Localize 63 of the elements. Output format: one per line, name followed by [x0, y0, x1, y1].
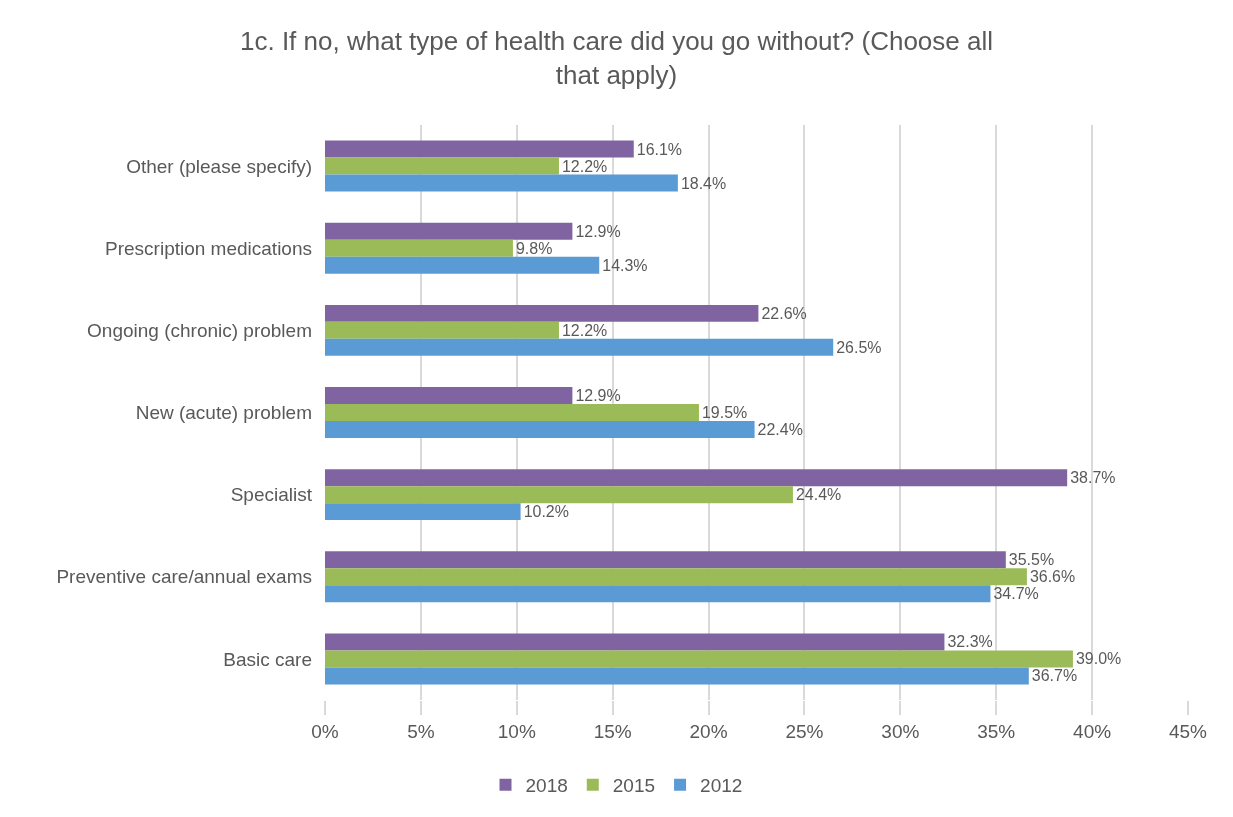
data-label: 38.7% — [1070, 469, 1116, 487]
data-label: 22.6% — [761, 304, 807, 322]
bar — [325, 174, 678, 192]
x-tick-label: 5% — [407, 720, 435, 742]
data-label: 34.7% — [993, 585, 1039, 603]
data-label: 12.9% — [575, 387, 621, 405]
bar — [325, 568, 1027, 586]
data-label: 26.5% — [836, 338, 882, 356]
y-tick-label: Ongoing (chronic) problem — [87, 320, 312, 342]
bar — [325, 650, 1073, 668]
y-tick-label: Preventive care/annual exams — [56, 566, 312, 588]
data-label: 14.3% — [602, 256, 648, 274]
x-tick-label: 15% — [593, 720, 632, 742]
data-label: 24.4% — [795, 486, 842, 504]
bar — [325, 157, 559, 175]
y-tick-label: Basic care — [223, 648, 312, 670]
bar — [325, 404, 699, 421]
y-tick-label: Specialist — [230, 484, 313, 506]
bar — [325, 551, 1006, 569]
bar — [325, 420, 755, 438]
x-tick-label: 25% — [785, 720, 824, 742]
x-tick-label: 45% — [1168, 720, 1208, 742]
data-label: 16.1% — [636, 140, 683, 158]
bar — [325, 667, 1029, 685]
x-tick-label: 30% — [881, 720, 920, 742]
legend-label: 2015 — [612, 775, 656, 797]
x-tick-label: 40% — [1073, 720, 1112, 742]
data-label: 32.3% — [947, 633, 993, 651]
bar — [325, 256, 600, 274]
x-tick-label: 0% — [311, 720, 339, 742]
bar — [325, 338, 834, 356]
bar — [325, 222, 573, 240]
data-label: 22.4% — [757, 420, 803, 438]
bar — [325, 633, 945, 651]
data-label: 36.7% — [1031, 667, 1078, 685]
data-label: 36.6% — [1029, 568, 1076, 586]
x-tick-label: 10% — [497, 720, 536, 742]
data-label: 39.0% — [1075, 650, 1122, 668]
x-tick-label: 20% — [689, 720, 728, 742]
legend-label: 2018 — [525, 775, 568, 797]
data-label: 12.2% — [561, 321, 608, 339]
data-label: 12.9% — [575, 222, 621, 240]
bar — [325, 321, 559, 339]
y-tick-label: New (acute) problem — [135, 402, 312, 424]
chart-title: 1c. If no, what type of health care did you go without? (Choose all that apply) — [239, 26, 994, 90]
bar — [325, 387, 573, 405]
data-label: 10.2% — [523, 503, 569, 521]
y-tick-label: Prescription medications — [105, 237, 312, 259]
x-tick-label: 35% — [977, 720, 1016, 742]
y-tick-label: Other (please specify) — [126, 155, 312, 177]
data-label: 9.8% — [515, 239, 553, 257]
data-label: 12.2% — [561, 157, 608, 175]
bar — [325, 239, 513, 257]
data-label: 19.5% — [701, 403, 748, 421]
bar — [325, 486, 793, 504]
bar — [325, 469, 1068, 487]
bar — [325, 585, 991, 603]
legend-label: 2012 — [700, 775, 743, 797]
bar — [325, 503, 521, 521]
data-label: 35.5% — [1008, 551, 1055, 569]
data-label: 18.4% — [680, 174, 727, 192]
bar — [325, 140, 634, 158]
bar — [325, 304, 759, 322]
